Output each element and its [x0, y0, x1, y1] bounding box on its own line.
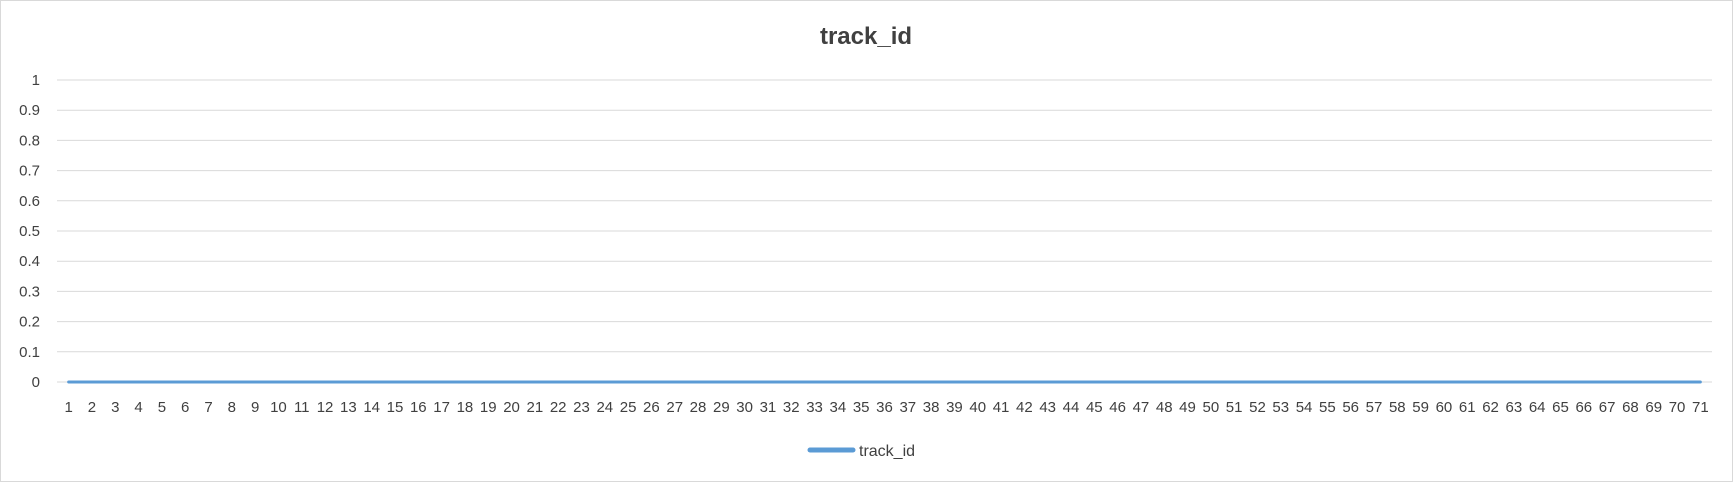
x-tick-label: 10 — [270, 399, 287, 416]
chart-title: track_id — [820, 23, 912, 50]
x-tick-label: 64 — [1529, 399, 1546, 416]
y-tick-label: 0.8 — [19, 132, 40, 149]
x-tick-label: 14 — [363, 399, 380, 416]
legend-label-track-id: track_id — [859, 443, 915, 460]
x-tick-label: 25 — [620, 399, 637, 416]
x-tick-label: 30 — [736, 399, 753, 416]
x-tick-label: 24 — [596, 399, 613, 416]
y-tick-label: 0.7 — [19, 163, 40, 180]
x-tick-label: 62 — [1482, 399, 1499, 416]
x-tick-label: 20 — [503, 399, 520, 416]
x-tick-label: 42 — [1016, 399, 1033, 416]
x-tick-label: 54 — [1296, 399, 1313, 416]
x-tick-label: 26 — [643, 399, 660, 416]
x-tick-label: 67 — [1599, 399, 1616, 416]
x-tick-label: 23 — [573, 399, 590, 416]
x-tick-label: 38 — [923, 399, 940, 416]
x-tick-label: 28 — [690, 399, 707, 416]
x-tick-label: 6 — [181, 399, 189, 416]
x-tick-label: 44 — [1063, 399, 1080, 416]
x-tick-label: 8 — [228, 399, 236, 416]
x-axis-ticks: 1 2 3 4 5 6 7 8 9 10 11 12 13 14 15 16 17 18 19 20 21 22 23 24 2… — [64, 399, 1708, 416]
y-tick-label: 0.6 — [19, 193, 40, 210]
x-tick-label: 65 — [1552, 399, 1569, 416]
x-tick-label: 39 — [946, 399, 963, 416]
x-tick-label: 22 — [550, 399, 567, 416]
x-tick-label: 53 — [1272, 399, 1289, 416]
x-tick-label: 11 — [294, 399, 310, 416]
x-tick-label: 4 — [134, 399, 142, 416]
x-tick-label: 27 — [666, 399, 683, 416]
x-tick-label: 3 — [111, 399, 119, 416]
y-tick-label: 1 — [32, 72, 40, 89]
x-tick-label: 43 — [1039, 399, 1056, 416]
x-tick-label: 60 — [1436, 399, 1453, 416]
x-tick-label: 55 — [1319, 399, 1336, 416]
legend: track_id — [807, 443, 915, 460]
x-tick-label: 66 — [1575, 399, 1592, 416]
x-tick-label: 61 — [1459, 399, 1476, 416]
x-tick-label: 18 — [457, 399, 474, 416]
x-tick-label: 40 — [969, 399, 986, 416]
x-tick-label: 59 — [1412, 399, 1429, 416]
y-tick-label: 0.1 — [19, 344, 40, 361]
y-axis-ticks: 0 0.1 0.2 0.3 0.4 0.5 0.6 0.7 0.8 0.9 1 — [19, 72, 40, 391]
x-tick-label: 32 — [783, 399, 800, 416]
x-tick-label: 31 — [760, 399, 777, 416]
grid-lines — [57, 79, 1712, 383]
x-tick-label: 29 — [713, 399, 730, 416]
x-tick-label: 13 — [340, 399, 357, 416]
x-tick-label: 48 — [1156, 399, 1173, 416]
y-tick-label: 0.2 — [19, 314, 40, 331]
x-tick-label: 63 — [1506, 399, 1523, 416]
x-tick-label: 1 — [64, 399, 72, 416]
x-tick-label: 15 — [387, 399, 404, 416]
x-tick-label: 41 — [993, 399, 1010, 416]
x-tick-label: 7 — [204, 399, 212, 416]
x-tick-label: 51 — [1226, 399, 1243, 416]
x-tick-label: 70 — [1669, 399, 1686, 416]
x-tick-label: 50 — [1202, 399, 1219, 416]
x-tick-label: 37 — [899, 399, 916, 416]
y-tick-label: 0.4 — [19, 253, 40, 270]
x-tick-label: 46 — [1109, 399, 1126, 416]
x-tick-label: 17 — [433, 399, 450, 416]
x-tick-label: 12 — [317, 399, 334, 416]
x-tick-label: 57 — [1366, 399, 1383, 416]
x-tick-label: 2 — [88, 399, 96, 416]
x-tick-label: 35 — [853, 399, 870, 416]
x-tick-label: 71 — [1692, 399, 1709, 416]
x-tick-label: 19 — [480, 399, 497, 416]
x-tick-label: 56 — [1342, 399, 1359, 416]
x-tick-label: 58 — [1389, 399, 1406, 416]
x-tick-label: 9 — [251, 399, 259, 416]
y-tick-label: 0.3 — [19, 283, 40, 300]
x-tick-label: 34 — [830, 399, 847, 416]
x-tick-label: 21 — [527, 399, 544, 416]
x-tick-label: 47 — [1133, 399, 1150, 416]
x-tick-label: 5 — [158, 399, 166, 416]
y-tick-label: 0 — [32, 374, 40, 391]
x-tick-label: 16 — [410, 399, 427, 416]
y-tick-label: 0.5 — [19, 223, 40, 240]
x-tick-label: 33 — [806, 399, 823, 416]
x-tick-label: 36 — [876, 399, 893, 416]
x-tick-label: 45 — [1086, 399, 1103, 416]
x-tick-label: 49 — [1179, 399, 1196, 416]
y-tick-label: 0.9 — [19, 102, 40, 119]
x-tick-label: 69 — [1645, 399, 1662, 416]
x-tick-label: 68 — [1622, 399, 1639, 416]
x-tick-label: 52 — [1249, 399, 1266, 416]
